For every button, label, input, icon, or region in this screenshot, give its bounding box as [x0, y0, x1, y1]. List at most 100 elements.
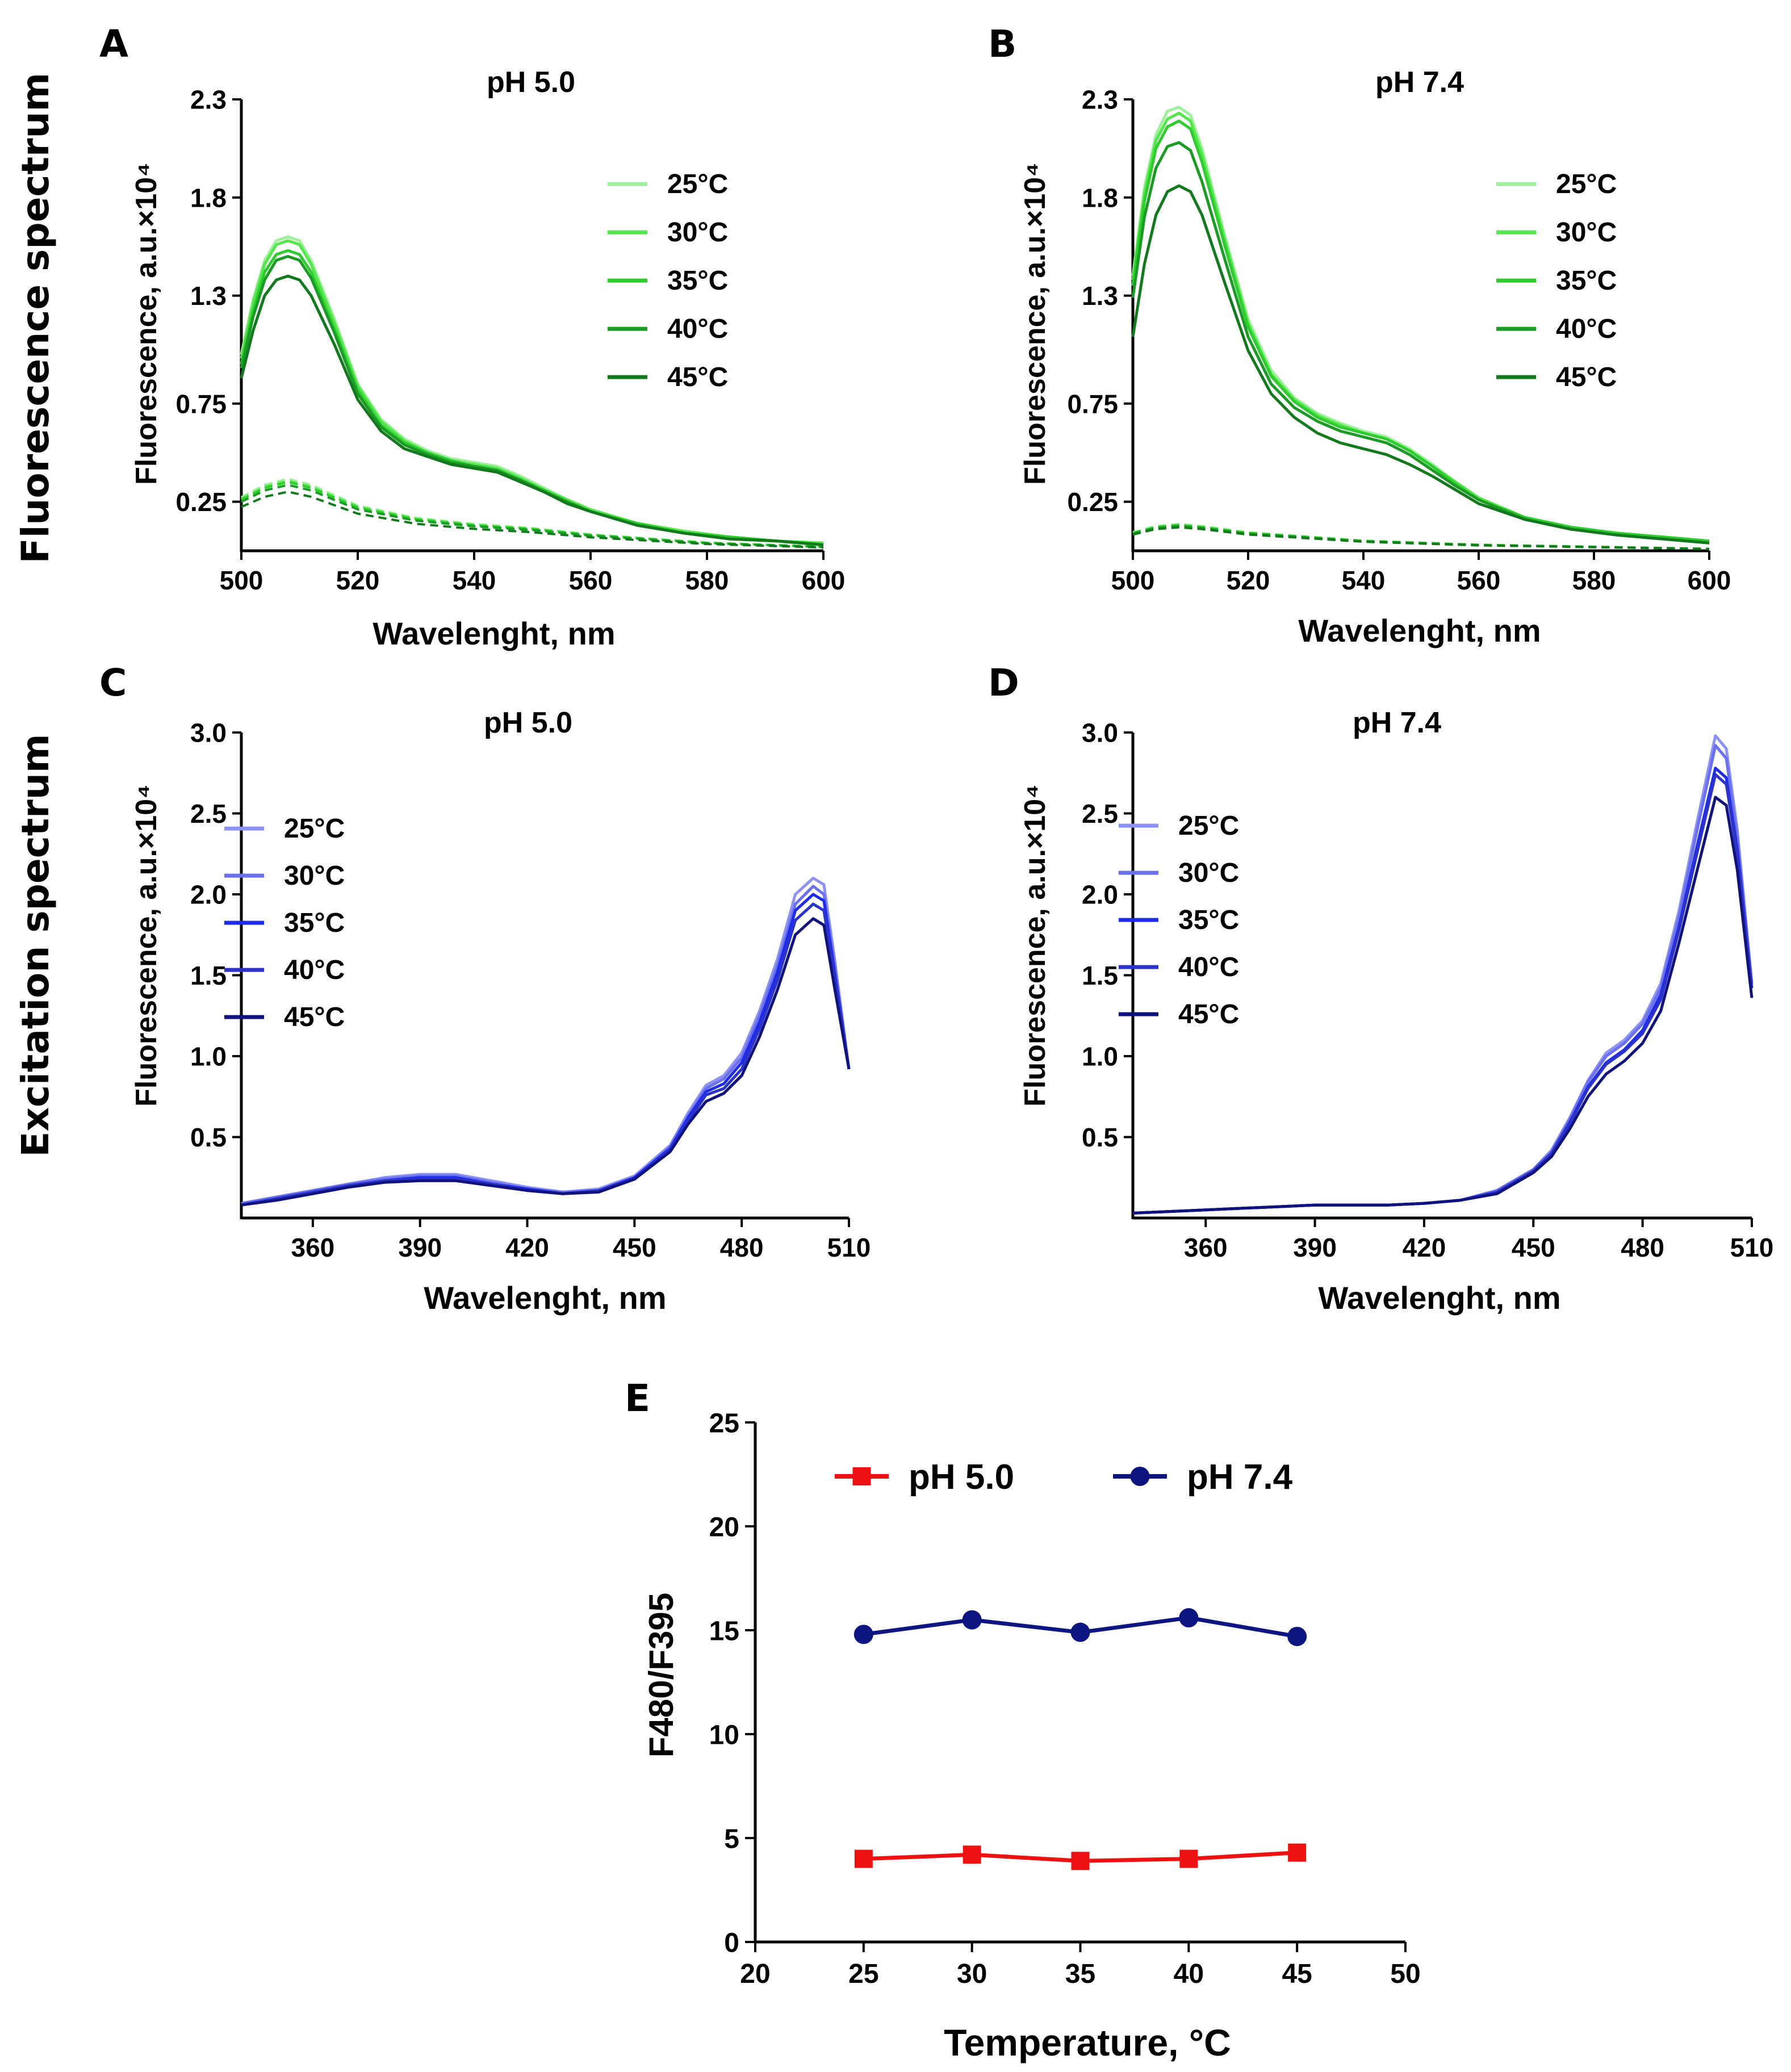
panel-c-axes: 360 390 420 450 480 510 0.5 1.0 1.5 2.0 2.5 3.0 [190, 718, 871, 1262]
panel-a-lines [240, 235, 824, 549]
panel-a-series-line [240, 249, 824, 547]
panel-c-legend-label: 30°C [284, 861, 345, 891]
panel-d-lines [1132, 734, 1754, 1215]
panel-e-point [854, 1849, 873, 1868]
panel-a-title: pH 5.0 [487, 66, 575, 99]
panel-a-y-tick-label: 0.25 [175, 487, 227, 517]
panel-a-x-tick-label: 520 [336, 566, 380, 595]
panel-b-legend-label: 35°C [1556, 266, 1617, 296]
panel-d-legend-label: 40°C [1178, 952, 1239, 982]
panel-c-x-tick-label: 480 [720, 1233, 764, 1262]
panel-e-x-tick-label: 20 [740, 1959, 770, 1989]
panel-e-legend-label: pH 5.0 [909, 1458, 1014, 1497]
panel-d-ylabel: Fluorescence, a.u.×10⁴ [1019, 784, 1052, 1107]
panel-b-x-tick-label: 580 [1572, 566, 1616, 595]
panel-e-legend: pH 5.0 pH 7.4 [835, 1458, 1293, 1497]
panel-c-excitation-ph5: C pH 5.0 Wavelenght, nm Fluorescence, a.… [99, 661, 871, 1316]
panel-e-x-tick-label: 45 [1282, 1959, 1312, 1989]
panel-e-x-tick-label: 50 [1390, 1959, 1420, 1989]
panel-b-ylabel: Fluorescence, a.u.×10⁴ [1019, 162, 1052, 485]
panel-letter-b: B [988, 22, 1016, 66]
panel-e-point [1070, 1622, 1090, 1642]
panel-letter-a: A [99, 22, 128, 66]
panel-e-legend-marker [1130, 1467, 1150, 1486]
panel-d-legend-label: 25°C [1178, 811, 1239, 841]
panel-a-dashed-line [241, 483, 824, 549]
panel-e-point [1071, 1852, 1090, 1870]
panel-b-xlabel: Wavelenght, nm [1298, 613, 1541, 648]
panel-b-x-tick-label: 500 [1111, 566, 1155, 595]
panel-d-x-tick-label: 390 [1293, 1233, 1337, 1262]
panel-b-title: pH 7.4 [1375, 66, 1464, 99]
panel-a-axes: 500 520 540 560 580 600 0.25 0.75 1.3 1.8 2.3 [175, 85, 845, 595]
panel-d-y-tick-label: 1.0 [1082, 1042, 1118, 1071]
panel-c-x-tick-label: 450 [613, 1233, 656, 1262]
panel-a-x-tick-label: 600 [802, 566, 846, 595]
panel-e-x-tick-label: 35 [1065, 1959, 1095, 1989]
panel-b-legend-label: 25°C [1556, 169, 1617, 199]
panel-e-point [963, 1845, 981, 1864]
panel-d-series-line [1132, 796, 1754, 1215]
panel-e-lines [853, 1608, 1307, 1870]
panel-b-y-tick-label: 1.3 [1082, 281, 1118, 311]
panel-b-y-tick-label: 1.8 [1082, 183, 1118, 212]
panel-a-legend-label: 30°C [667, 217, 728, 248]
panel-letter-e: E [625, 1376, 650, 1420]
panel-b-legend-label: 45°C [1556, 362, 1617, 392]
panel-a-dashed-line [241, 491, 824, 549]
row-label-emission: Fluorescence spectrum [14, 73, 57, 564]
panel-a-y-tick-label: 1.8 [190, 183, 227, 212]
panel-c-x-tick-label: 390 [398, 1233, 442, 1262]
panel-d-x-tick-label: 420 [1403, 1233, 1446, 1262]
panel-c-title: pH 5.0 [484, 706, 572, 739]
panel-b-series-line [1131, 184, 1710, 545]
panel-e-y-tick-label: 25 [709, 1408, 739, 1438]
panel-d-legend: 25°C 30°C 35°C 40°C 45°C [1119, 811, 1239, 1029]
panel-c-y-tick-label: 1.0 [190, 1042, 227, 1071]
panel-c-y-tick-label: 1.5 [190, 961, 227, 990]
panel-a-y-tick-label: 0.75 [175, 389, 227, 418]
panel-e-x-tick-label: 30 [957, 1959, 987, 1989]
panel-a-y-tick-label: 1.3 [190, 281, 227, 311]
panel-c-y-tick-label: 2.0 [190, 880, 227, 910]
panel-a-ylabel: Fluorescence, a.u.×10⁴ [130, 162, 163, 485]
panel-a-legend-label: 25°C [667, 169, 728, 199]
panel-b-lines [1131, 106, 1710, 550]
panel-b-axes: 500 520 540 560 580 600 0.25 0.75 1.3 1.8 2.3 [1067, 85, 1731, 595]
panel-a-y-tick-label: 2.3 [190, 85, 227, 115]
panel-c-legend-label: 35°C [284, 908, 345, 938]
panel-e-ratio: E Temperature, °C F480/F395 20 25 30 35 40 45… [625, 1376, 1421, 2063]
panel-c-legend: 25°C 30°C 35°C 40°C 45°C [224, 814, 345, 1032]
panel-e-axes: 20 25 30 35 40 45 50 0 5 10 15 20 25 [709, 1408, 1421, 1989]
panel-b-emission-ph74: B pH 7.4 Wavelenght, nm Fluorescence, a.… [988, 22, 1731, 648]
panel-d-legend-label: 35°C [1178, 905, 1239, 935]
panel-b-legend: 25°C 30°C 35°C 40°C 45°C [1496, 169, 1617, 392]
panel-e-x-tick-label: 25 [848, 1959, 878, 1989]
panel-a-x-tick-label: 540 [453, 566, 496, 595]
panel-b-legend-label: 40°C [1556, 314, 1617, 344]
panel-a-legend-label: 35°C [667, 266, 728, 296]
panel-letter-c: C [99, 661, 127, 705]
panel-c-x-tick-label: 360 [291, 1233, 335, 1262]
panel-d-y-tick-label: 2.5 [1082, 799, 1118, 828]
panel-e-legend-label: pH 7.4 [1187, 1458, 1293, 1497]
panel-a-x-tick-label: 500 [220, 566, 263, 595]
panel-e-point [1287, 1626, 1307, 1646]
panel-e-y-tick-label: 10 [709, 1720, 739, 1750]
panel-e-point [853, 1625, 873, 1644]
panel-e-y-tick-label: 5 [724, 1824, 739, 1854]
panel-d-excitation-ph74: D pH 7.4 Wavelenght, nm Fluorescence, a.… [988, 661, 1773, 1316]
panel-b-y-tick-label: 0.75 [1067, 389, 1118, 418]
panel-d-y-tick-label: 0.5 [1082, 1123, 1118, 1152]
panel-e-y-tick-label: 15 [709, 1616, 739, 1646]
panel-c-y-tick-label: 3.0 [190, 718, 227, 748]
panel-d-title: pH 7.4 [1353, 706, 1441, 739]
panel-b-x-tick-label: 520 [1227, 566, 1270, 595]
panel-c-xlabel: Wavelenght, nm [424, 1280, 666, 1316]
panel-d-axes: 360 390 420 450 480 510 0.5 1.0 1.5 2.0 2.5 3.0 [1082, 718, 1773, 1262]
panel-c-legend-label: 25°C [284, 814, 345, 844]
panel-a-x-tick-label: 560 [569, 566, 613, 595]
panel-b-dashed-line [1132, 526, 1710, 550]
panel-d-legend-label: 30°C [1178, 858, 1239, 888]
